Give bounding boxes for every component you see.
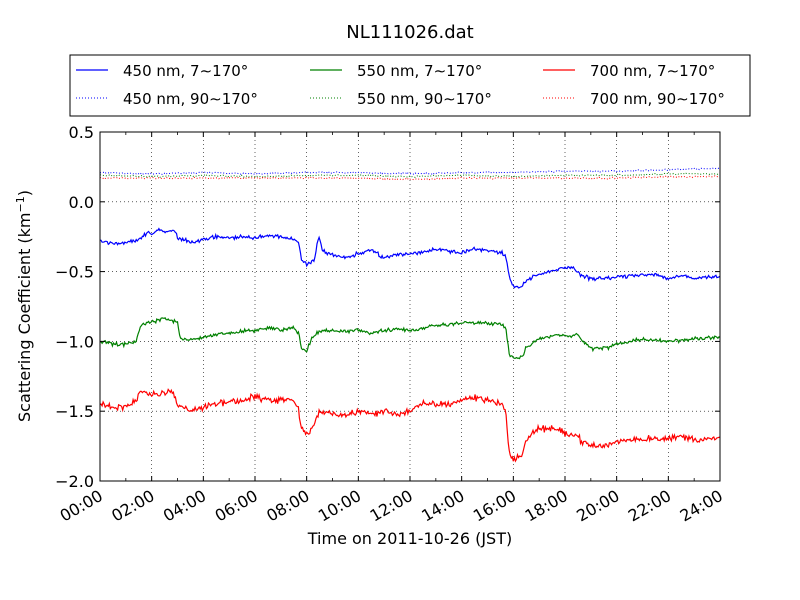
- y-axis-label-main: Scattering Coefficient (km: [15, 212, 34, 422]
- series-line: [99, 175, 721, 181]
- series-line: [99, 167, 721, 176]
- legend-box: [69, 54, 751, 117]
- y-tick-label: 0.0: [69, 193, 94, 212]
- y-tick-labels: 0.5 0.0 −0.5 −1.0 −1.5 −2.0: [55, 123, 94, 491]
- series-lines: [99, 167, 721, 463]
- gridlines: [100, 132, 720, 481]
- chart-title: NL111026.dat: [346, 22, 473, 43]
- y-tick-label: −1.0: [55, 332, 94, 351]
- legend-label: 450 nm, 90∼170°: [123, 90, 258, 108]
- series-line: [99, 316, 721, 360]
- series-line: [99, 388, 721, 463]
- plot-area: [99, 131, 721, 482]
- legend: 450 nm, 7∼170° 550 nm, 7∼170° 700 nm, 7∼17…: [69, 54, 751, 117]
- legend-label: 450 nm, 7∼170°: [123, 62, 248, 80]
- x-axis-label: Time on 2011-10-26 (JST): [307, 529, 512, 548]
- legend-label: 700 nm, 90∼170°: [590, 90, 725, 108]
- y-tick-label: −0.5: [55, 263, 94, 282]
- y-tick-label: −1.5: [55, 402, 94, 421]
- y-axis-label-close: ): [15, 190, 34, 196]
- legend-label: 550 nm, 7∼170°: [357, 62, 482, 80]
- y-axis-label: Scattering Coefficient (km−1): [14, 190, 34, 422]
- series-line: [99, 227, 721, 289]
- legend-label: 550 nm, 90∼170°: [357, 90, 492, 108]
- y-tick-label: −2.0: [55, 472, 94, 491]
- legend-label: 700 nm, 7∼170°: [590, 62, 715, 80]
- y-tick-label: 0.5: [69, 123, 94, 142]
- axis-ticks: [99, 131, 721, 482]
- y-axis-label-superscript: −1: [14, 196, 27, 212]
- plot-background: [100, 132, 720, 481]
